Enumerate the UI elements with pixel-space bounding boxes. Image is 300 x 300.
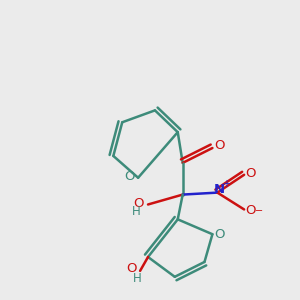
Text: O: O — [133, 196, 144, 209]
Text: N: N — [214, 182, 225, 196]
Text: O: O — [214, 139, 225, 152]
Text: O: O — [124, 170, 134, 183]
Text: +: + — [222, 179, 230, 189]
Text: O: O — [245, 204, 256, 218]
Text: −: − — [255, 206, 263, 216]
Text: O: O — [127, 262, 137, 275]
Text: O: O — [214, 228, 225, 241]
Text: O: O — [245, 167, 256, 180]
Text: H: H — [132, 206, 140, 218]
Text: H: H — [133, 272, 142, 285]
